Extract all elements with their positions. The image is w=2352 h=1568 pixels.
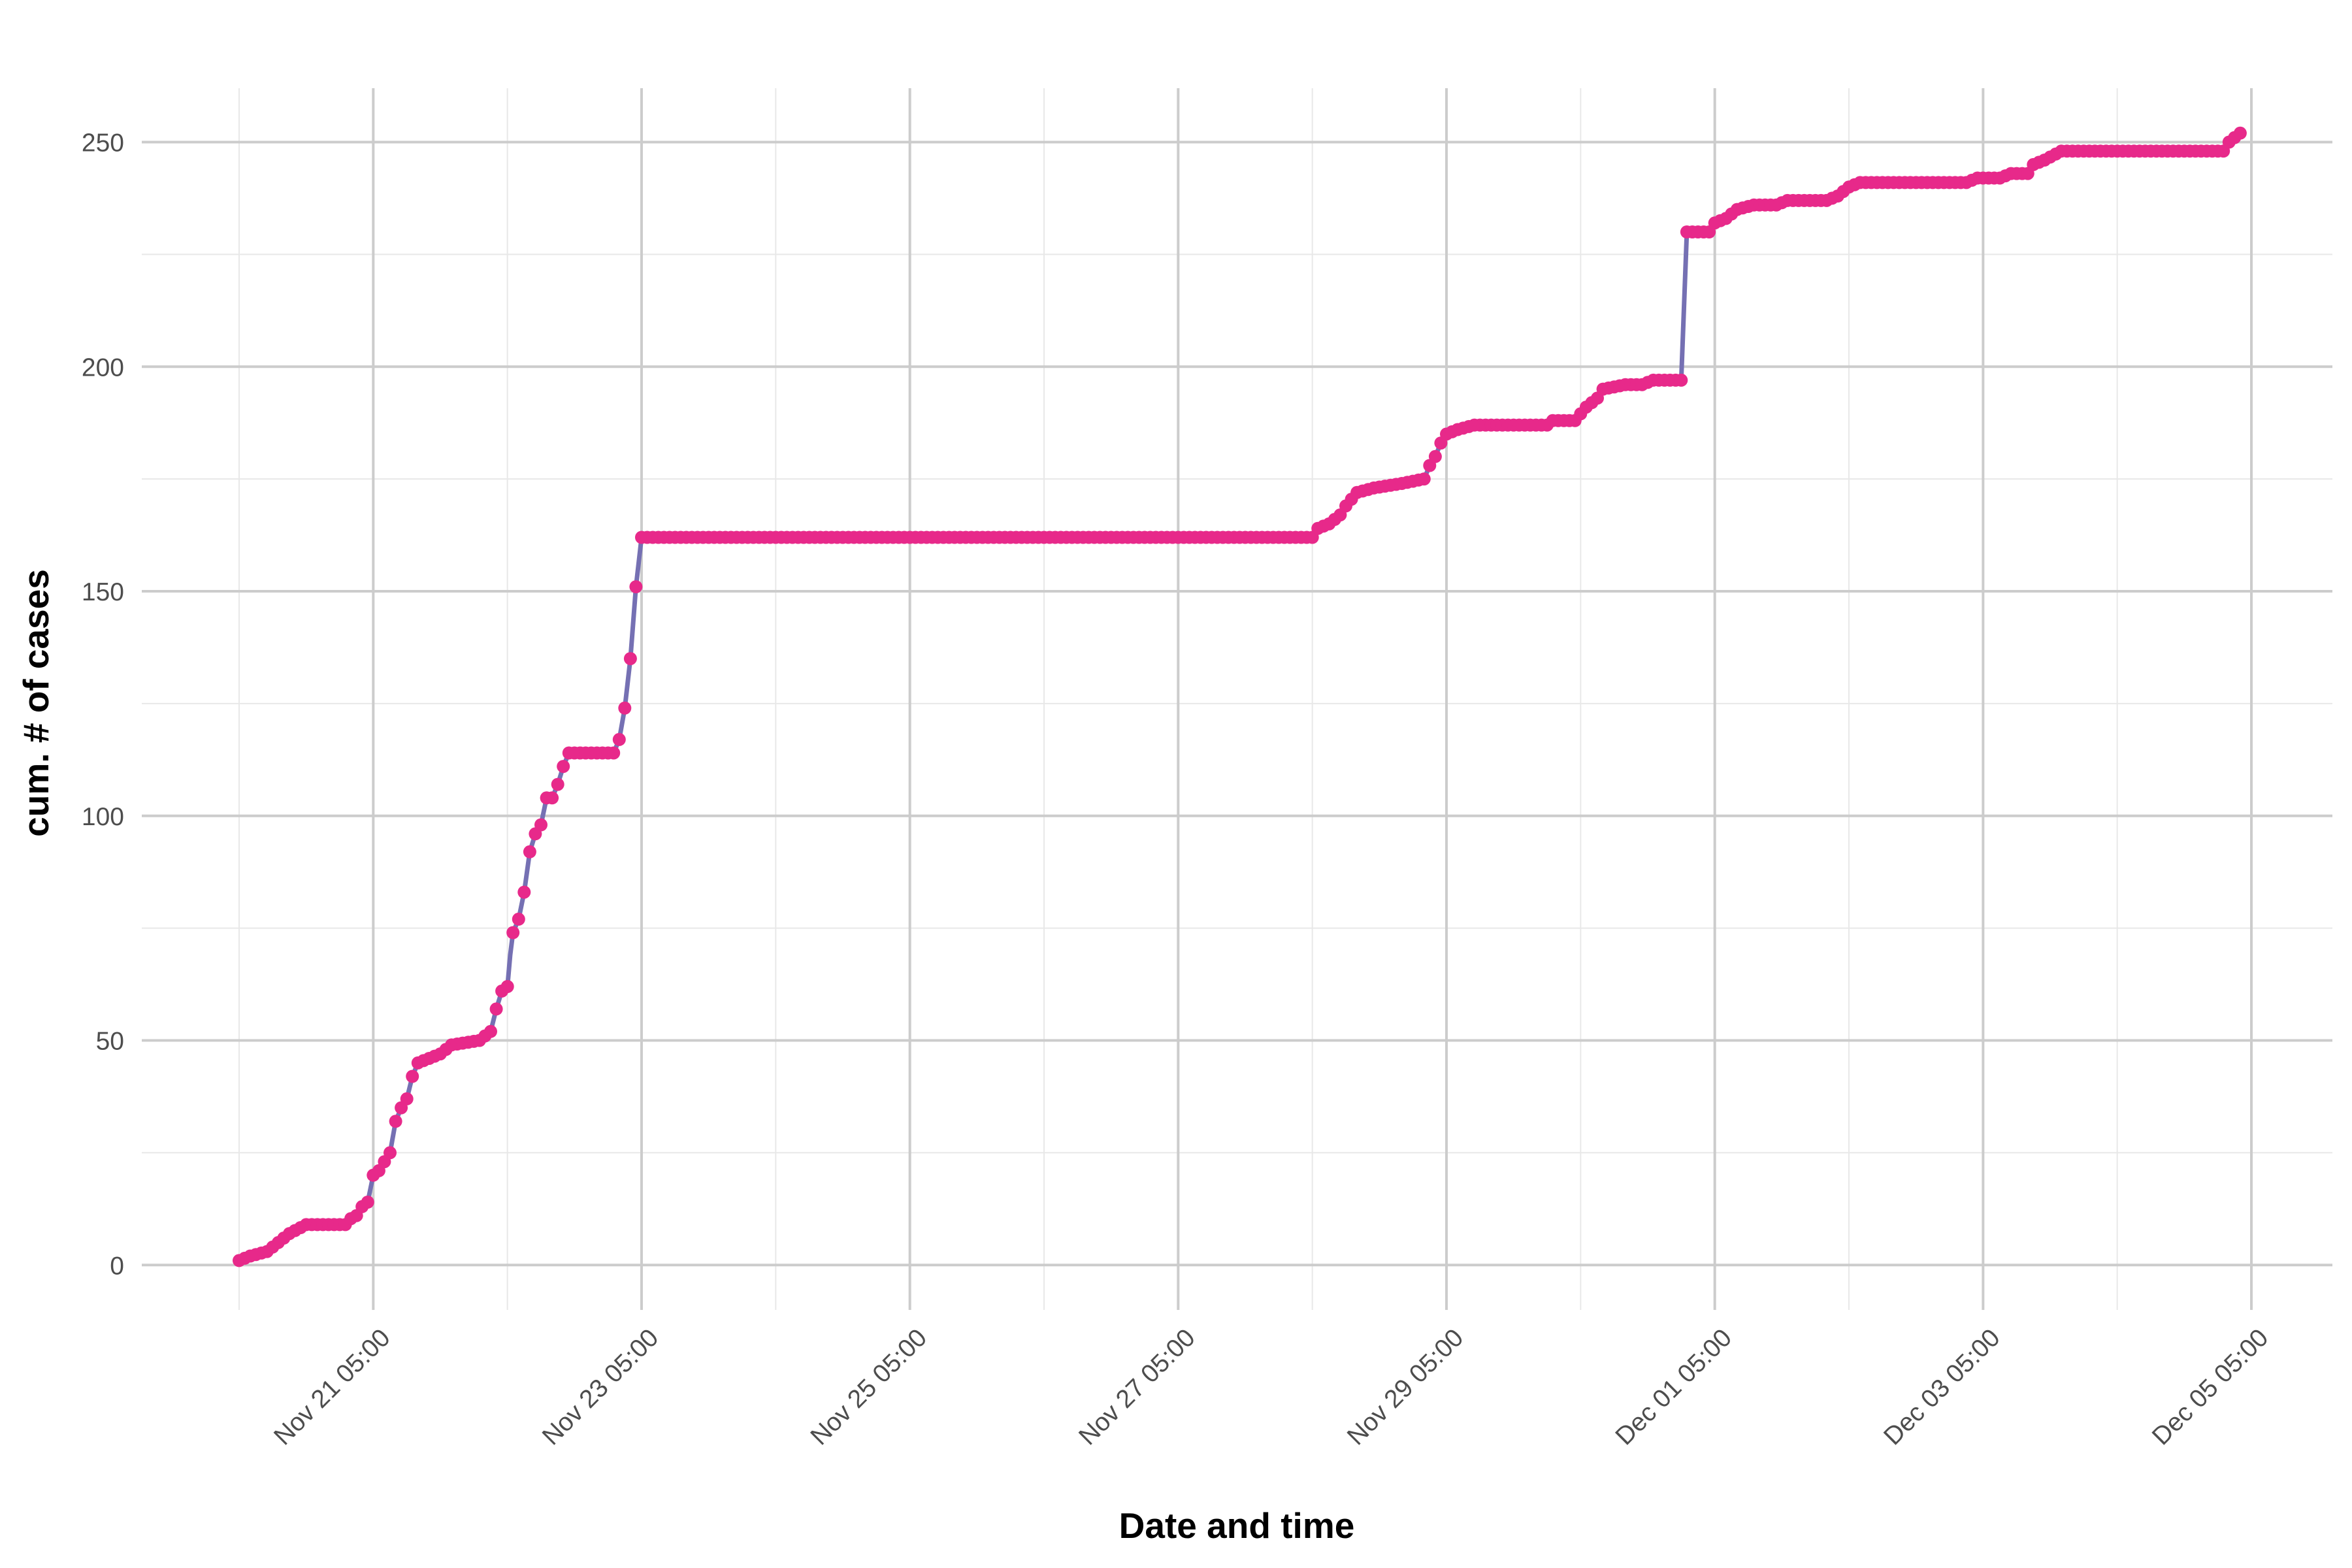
y-tick-label: 100	[82, 803, 124, 831]
data-point	[406, 1070, 419, 1083]
y-tick-label: 200	[82, 353, 124, 382]
data-point	[1417, 472, 1431, 486]
data-point	[500, 980, 514, 993]
data-point	[517, 885, 531, 899]
x-tick-label: Dec 05 05:00	[2147, 1324, 2274, 1450]
data-point	[1428, 449, 1442, 463]
x-axis-title: Date and time	[1119, 1505, 1355, 1546]
series-points-group	[233, 126, 2247, 1267]
data-point	[618, 701, 632, 715]
data-point	[384, 1146, 397, 1160]
data-point	[361, 1196, 374, 1209]
y-tick-label: 250	[82, 129, 124, 157]
data-point	[389, 1115, 402, 1128]
x-tick-label: Dec 01 05:00	[1610, 1324, 1737, 1450]
data-point	[546, 791, 559, 805]
data-point	[489, 1002, 503, 1016]
y-axis-title: cum. # of cases	[16, 569, 56, 837]
data-point	[484, 1024, 497, 1038]
series-line	[238, 131, 2242, 1263]
data-point	[506, 926, 520, 939]
x-tick-label: Nov 21 05:00	[269, 1324, 395, 1450]
x-tick-label: Nov 29 05:00	[1342, 1324, 1469, 1450]
minor-gridlines	[142, 88, 2332, 1310]
data-point	[607, 746, 621, 760]
data-point	[2233, 126, 2247, 140]
y-tick-label: 50	[96, 1028, 124, 1056]
data-point	[623, 652, 637, 666]
x-tick-label: Nov 25 05:00	[806, 1324, 932, 1450]
major-gridlines	[142, 88, 2332, 1310]
x-tick-label: Nov 23 05:00	[537, 1324, 664, 1450]
x-axis-tick-labels: Nov 21 05:00 Nov 23 05:00 Nov 25 05:00 Nov …	[269, 1324, 2274, 1450]
y-tick-label: 150	[82, 578, 124, 606]
data-point	[534, 818, 547, 832]
data-point	[1674, 373, 1688, 387]
data-point	[400, 1092, 414, 1105]
x-tick-label: Dec 03 05:00	[1878, 1324, 2005, 1450]
series-line-group	[238, 131, 2242, 1263]
x-tick-label: Nov 27 05:00	[1073, 1324, 1200, 1450]
data-point	[551, 777, 564, 791]
data-point	[612, 732, 626, 746]
y-tick-label: 0	[110, 1252, 124, 1280]
data-point	[629, 580, 643, 594]
y-axis-tick-labels: 0 50 100 150 200 250	[82, 129, 124, 1281]
data-point	[523, 845, 536, 858]
data-point	[512, 912, 525, 926]
data-point	[557, 760, 570, 774]
